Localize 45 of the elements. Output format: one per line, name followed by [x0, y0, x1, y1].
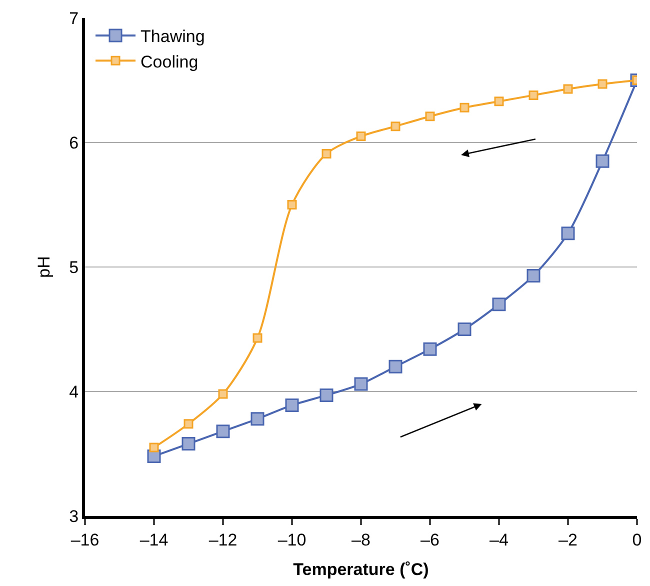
- point: [596, 154, 610, 168]
- point: [423, 342, 437, 356]
- x-tick-label: –4: [490, 530, 508, 550]
- point: [285, 398, 299, 412]
- point: [390, 122, 400, 132]
- x-tick-label: –12: [208, 530, 238, 550]
- y-axis-title: pH: [34, 256, 54, 278]
- point: [561, 226, 575, 240]
- point: [526, 268, 540, 282]
- point: [528, 90, 538, 100]
- x-axis-title: Temperature (˚C): [293, 560, 429, 579]
- legend-label: Cooling: [140, 52, 198, 72]
- y-tick-label: 3: [69, 506, 79, 526]
- point: [458, 322, 472, 336]
- x-tick-label: –2: [558, 530, 578, 550]
- point: [252, 333, 262, 343]
- x-tick-label: –10: [278, 530, 306, 550]
- point: [425, 112, 435, 122]
- point: [492, 298, 506, 312]
- point: [287, 200, 297, 210]
- x-tick-label: 0: [632, 530, 642, 550]
- legend-label: Thawing: [140, 27, 205, 46]
- point: [494, 96, 504, 106]
- point: [218, 389, 228, 399]
- point: [250, 412, 264, 426]
- point: [182, 437, 196, 451]
- y-tick-label: 4: [69, 382, 79, 402]
- x-tick-label: –14: [140, 530, 168, 550]
- point: [322, 148, 332, 158]
- point: [149, 442, 159, 452]
- point: [354, 377, 368, 391]
- point: [460, 102, 470, 112]
- x-tick-label: –6: [420, 530, 440, 550]
- point: [563, 84, 573, 94]
- point: [598, 79, 608, 89]
- point: [320, 388, 334, 402]
- x-tick-label: –16: [70, 530, 100, 550]
- point: [388, 360, 402, 374]
- point: [216, 424, 230, 438]
- x-tick-label: –8: [352, 530, 370, 550]
- y-tick-label: 5: [69, 258, 79, 277]
- point: [356, 132, 366, 142]
- y-tick-label: 6: [69, 133, 79, 152]
- y-tick-label: 7: [69, 8, 79, 28]
- point: [184, 419, 194, 429]
